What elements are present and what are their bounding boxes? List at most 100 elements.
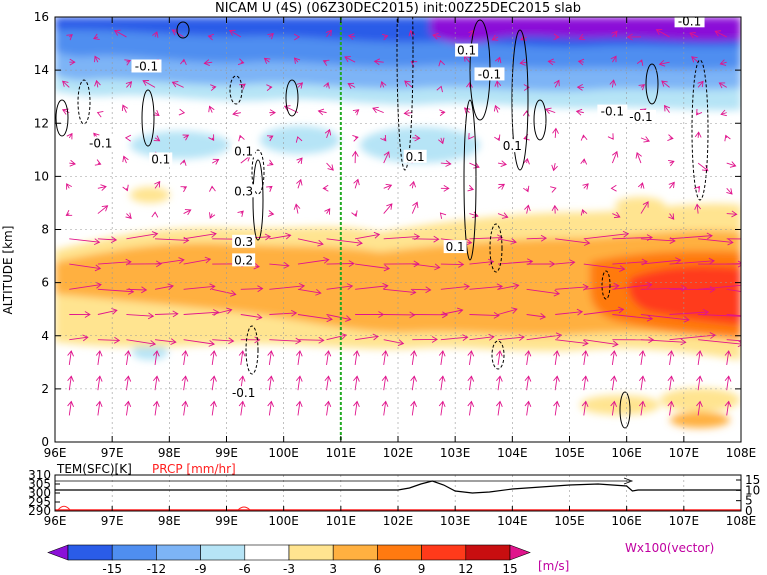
colorbar-tick-label: -3 xyxy=(283,562,295,575)
x-tick-label: 100E xyxy=(268,446,299,460)
surface-temperature-line xyxy=(55,480,741,494)
y-axis-ticks: 0 2 4 6 8 10 12 14 16 xyxy=(34,10,741,449)
contour-label-bg xyxy=(500,139,524,153)
sub-plot-title-right: PRCP [mm/hr] xyxy=(152,462,236,476)
x-tick-label: 97E xyxy=(101,446,124,460)
main-plot: -0.1-0.10.10.10.30.30.2-0.10.1-0.10.10.1… xyxy=(55,14,741,442)
contour-label: -0.1 xyxy=(678,14,701,28)
contour-label-bg xyxy=(232,253,256,267)
sub-x-tick-label: 100E xyxy=(268,514,299,528)
contour-label-bg xyxy=(232,184,256,198)
contour-label: -0.1 xyxy=(629,110,652,124)
x-axis-ticks: 96E 97E 98E 99E 100E 101E 102E 103E 104E 105E 106E… xyxy=(44,17,757,460)
sub-x-tick-label: 98E xyxy=(158,514,181,528)
vector-note: Wx100(vector) xyxy=(625,541,714,555)
sub-x-tick-label: 99E xyxy=(215,514,238,528)
sub-x-tick-label: 107E xyxy=(669,514,700,528)
x-tick-label: 103E xyxy=(440,446,471,460)
precip-bump xyxy=(57,505,71,511)
sub-plot-title-left: TEM(SFC)[K] xyxy=(56,462,132,476)
sub-plot xyxy=(54,474,742,512)
contour-label: 0.1 xyxy=(151,152,170,166)
sub-left-tick-label: 290 xyxy=(28,504,51,518)
w-contours xyxy=(55,17,709,429)
contour-label: 0.1 xyxy=(234,144,253,158)
sub-x-tick-label: 97E xyxy=(101,514,124,528)
contour-label-bg xyxy=(149,152,173,166)
sub-left-tick-label: 310 xyxy=(28,468,51,482)
x-tick-label: 101E xyxy=(326,446,357,460)
contour-label: 0.1 xyxy=(457,44,476,58)
contour-label-bg xyxy=(443,240,467,254)
x-tick-label: 102E xyxy=(383,446,414,460)
x-tick-label: 107E xyxy=(669,446,700,460)
colorbar-tick-label: -9 xyxy=(195,562,207,575)
y-tick-label: 0 xyxy=(41,435,49,449)
y-tick-label: 8 xyxy=(41,223,49,237)
y-tick-label: 6 xyxy=(41,276,49,290)
arrow-head xyxy=(623,477,634,485)
contour-label-bg xyxy=(85,136,116,150)
contour-label-bg xyxy=(674,17,705,28)
y-tick-label: 10 xyxy=(34,169,49,183)
contour-label: -0.1 xyxy=(135,59,158,73)
sub-x-tick-label: 101E xyxy=(326,514,357,528)
contour-label-bg xyxy=(625,109,656,123)
contour-label: 0.1 xyxy=(406,150,425,164)
colorbar-tick-label: 3 xyxy=(329,562,337,575)
sub-right-tick-label: 15 xyxy=(745,473,760,487)
x-tick-label: 105E xyxy=(554,446,585,460)
x-tick-label: 108E xyxy=(726,446,757,460)
colorbar-tick-label: -15 xyxy=(102,562,122,575)
y-tick-label: 2 xyxy=(41,382,49,396)
x-tick-label: 98E xyxy=(158,446,181,460)
contour-label-bg xyxy=(131,59,162,73)
colorbar-tick-label: 6 xyxy=(374,562,382,575)
precip-bump-2 xyxy=(237,506,251,511)
contour-label-bg xyxy=(597,104,628,118)
x-tick-label: 106E xyxy=(611,446,642,460)
y-tick-label: 16 xyxy=(34,10,49,24)
sub-left-tick-label: 300 xyxy=(28,486,51,500)
sub-x-tick-label: 102E xyxy=(383,514,414,528)
contour-label-bg xyxy=(403,149,427,163)
sub-x-tick-label: 104E xyxy=(497,514,528,528)
contour-label: 0.3 xyxy=(234,184,253,198)
contour-label-bg xyxy=(455,43,479,57)
sub-right-tick-label: 5 xyxy=(745,494,753,508)
y-tick-label: 4 xyxy=(41,329,49,343)
x-tick-label: 104E xyxy=(497,446,528,460)
colorbar-tick-label: 15 xyxy=(502,562,517,575)
sub-x-tick-label: 105E xyxy=(554,514,585,528)
colorbar: -15 -12 -9 -6 -3 3 6 9 12 15 xyxy=(47,544,531,575)
sub-right-tick-label: 10 xyxy=(745,483,760,497)
sub-left-tick-label: 295 xyxy=(28,495,51,509)
y-axis-label: ALTITUDE [km] xyxy=(1,226,15,315)
chart-title: NICAM U (4S) (06Z30DEC2015) init:00Z25DE… xyxy=(215,1,581,16)
y-tick-label: 14 xyxy=(34,63,49,77)
contour-label: -0.1 xyxy=(89,137,112,151)
contour-label: 0.1 xyxy=(446,240,465,254)
sub-x-tick-label: 108E xyxy=(726,514,757,528)
x-tick-label: 96E xyxy=(44,446,67,460)
contour-label-bg xyxy=(474,67,505,81)
colorbar-tick-label: -6 xyxy=(239,562,251,575)
contour-label: -0.1 xyxy=(478,67,501,81)
colorbar-tick-label: -12 xyxy=(147,562,167,575)
contour-label-bg xyxy=(232,234,256,248)
sub-left-tick-label: 305 xyxy=(28,477,51,491)
contour-labels: -0.1-0.10.10.10.30.30.2-0.10.1-0.10.10.1… xyxy=(85,14,705,400)
contour-label: -0.1 xyxy=(601,105,624,119)
contour-label: -0.1 xyxy=(232,386,255,400)
colorbar-tick-label: 9 xyxy=(418,562,426,575)
colorbar-unit: [m/s] xyxy=(538,559,569,573)
sub-x-tick-label: 103E xyxy=(440,514,471,528)
sub-x-tick-label: 96E xyxy=(44,514,67,528)
x-tick-label: 99E xyxy=(215,446,238,460)
contour-label: 0.1 xyxy=(503,139,522,153)
y-tick-label: 12 xyxy=(34,116,49,130)
sub-right-tick-label: 0 xyxy=(745,504,753,518)
contour-label-bg xyxy=(228,386,259,400)
